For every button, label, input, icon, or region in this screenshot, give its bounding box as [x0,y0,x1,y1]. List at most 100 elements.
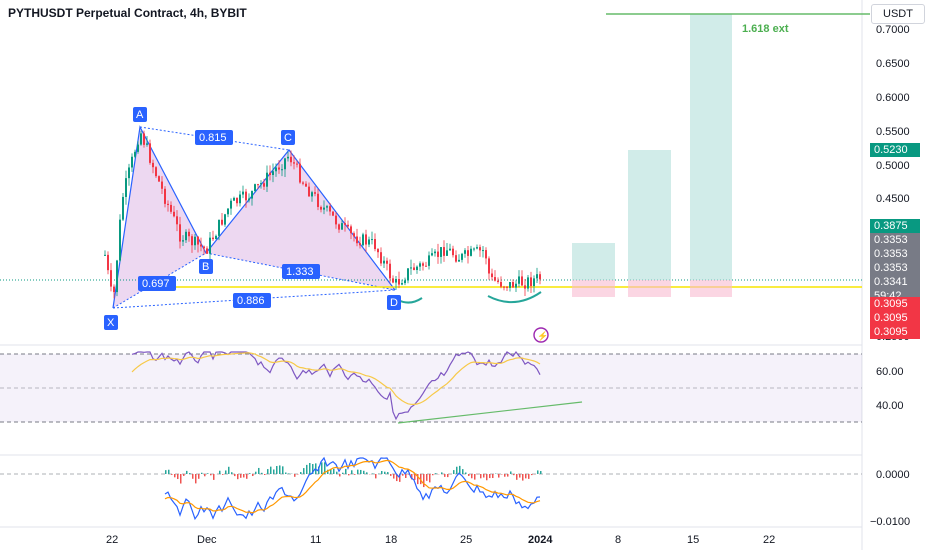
macd-bar [231,472,233,474]
macd-bar [384,471,386,474]
candle-body [356,236,358,244]
currency-selector[interactable]: USDT [871,4,925,24]
price-label: 0.6500 [876,58,910,70]
macd-bar [195,474,197,484]
price-tag: 0.3353 [870,233,920,247]
candle-body [404,280,406,284]
stop-zone-3 [690,280,732,297]
candle-body [491,273,493,278]
candle-body [536,274,538,279]
price-label: 0.5500 [876,126,910,138]
candle-body [326,206,328,208]
macd-bar [336,471,338,474]
target-zone-3 [690,14,732,280]
candle-body [380,252,382,264]
point-d[interactable]: D [387,295,401,310]
point-c[interactable]: C [281,130,295,145]
candle-body [305,183,307,187]
macd-bar [186,470,188,474]
macd-bar [333,468,335,474]
macd-bar [213,474,215,480]
candle-body [458,259,460,262]
candle-body [113,286,115,293]
candle-body [329,206,331,212]
point-x[interactable]: X [104,315,118,330]
candle-body [368,239,370,245]
macd-bar [339,474,341,477]
candle-body [344,223,346,225]
macd-bar [315,463,317,474]
price-label: 0.5000 [876,160,910,172]
point-a[interactable]: A [133,107,147,122]
candle-body [317,193,319,207]
macd-bar [324,462,326,474]
macd-bar [171,474,173,475]
macd-bar [453,470,455,474]
ratio-bd: 1.333 [282,264,320,279]
time-label: 15 [687,534,699,546]
macd-bar [459,465,461,474]
macd-bar [402,474,404,476]
candle-body [383,260,385,264]
macd-axis-label: 0.0000 [876,469,910,481]
candle-body [479,247,481,251]
macd-bar [249,473,251,474]
macd-bar [342,472,344,474]
macd-bar [480,474,482,479]
macd-bar [375,474,377,479]
candle-body [161,181,163,189]
macd-bar [327,469,329,474]
candle-body [311,192,313,197]
candle-body [446,250,448,256]
price-label: 0.4500 [876,193,910,205]
candle-body [413,267,415,270]
macd-bar [300,472,302,474]
macd-bar [483,474,485,478]
macd-bar [246,474,248,479]
macd-bar [312,464,314,474]
macd-bar [411,474,413,480]
candle-body [212,237,214,240]
candle-body [524,285,526,289]
candle-body [176,216,178,225]
candle-body [137,144,139,152]
candle-body [278,167,280,170]
stop-zone-2 [628,280,671,297]
svg-text:C: C [284,132,292,144]
macd-bar [210,474,212,476]
macd-bar [414,474,416,480]
candle-body [521,276,523,286]
candle-body [500,281,502,287]
candle-body [131,156,133,168]
candle-body [104,254,106,256]
candle-body [194,236,196,246]
lightning-icon[interactable] [533,327,549,343]
macd-bar [222,474,224,475]
candle-body [431,253,433,256]
candle-body [224,214,226,225]
candle-body [392,278,394,283]
candle-body [434,251,436,254]
macd-bar [387,472,389,474]
macd-bar [189,473,191,474]
price-tag: 0.3875 [870,219,920,233]
macd-bar [264,474,266,475]
macd-bar [252,474,254,477]
candle-body [242,191,244,195]
macd-bar [372,473,374,474]
macd-bar [516,474,518,480]
macd-bar [498,474,500,478]
macd-bar [225,470,227,474]
macd-bar [174,474,176,478]
time-label: 22 [763,534,775,546]
candle-body [221,219,223,225]
svg-text:1.333: 1.333 [286,266,314,278]
candle-body [395,278,397,283]
candle-body [203,246,205,249]
candle-body [293,162,295,164]
macd-bar [270,466,272,474]
macd-bar [507,474,509,477]
point-b[interactable]: B [199,259,213,274]
macd-bar [207,473,209,474]
